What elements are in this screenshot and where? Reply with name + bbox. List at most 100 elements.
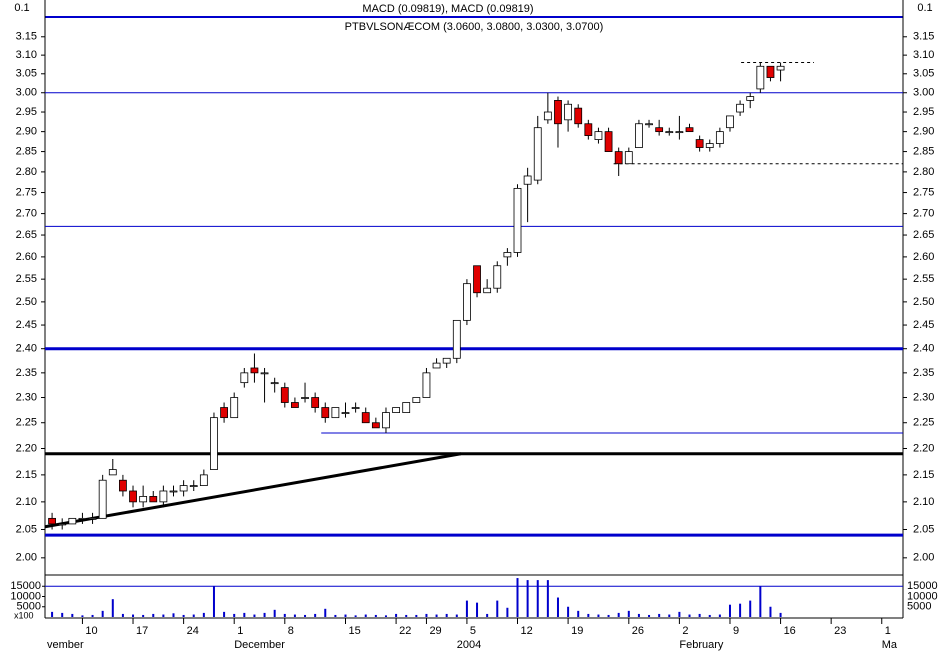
candle-body — [280, 387, 289, 403]
candle-body — [766, 65, 775, 78]
y-tick-label: 2.45 — [16, 319, 37, 331]
candle-body — [331, 407, 340, 419]
candle-body — [483, 287, 492, 294]
y-tick-label: 2.10 — [913, 496, 934, 508]
volume-bar — [637, 613, 640, 617]
candle-body — [665, 131, 674, 134]
x-tick-label: 17 — [136, 625, 148, 637]
volume-bar — [354, 615, 357, 617]
candle-body — [179, 485, 188, 492]
x-tick-label: 15 — [349, 625, 361, 637]
candle-body — [129, 490, 137, 503]
candle-body — [614, 151, 623, 165]
month-label: February — [679, 639, 724, 651]
candle-body — [220, 407, 228, 419]
volume-unit: x100 — [14, 610, 34, 620]
x-tick-label: 23 — [834, 625, 846, 637]
volume-bar — [769, 606, 772, 617]
y-tick-label: 2.75 — [913, 186, 934, 198]
y-tick-label: 2.60 — [913, 251, 934, 263]
volume-bar — [121, 613, 124, 617]
y-tick-label: 3.10 — [913, 49, 934, 61]
y-tick-label: 2.30 — [913, 391, 934, 403]
candle-body — [473, 265, 481, 294]
candle-body — [301, 397, 309, 399]
indicator-tick: 0.1 — [917, 2, 932, 14]
candle-body — [736, 103, 745, 113]
y-tick-label: 3.15 — [16, 31, 37, 43]
volume-bar — [304, 614, 307, 617]
x-tick-label: 12 — [521, 625, 533, 637]
y-tick-label: 2.55 — [16, 273, 37, 285]
volume-bar — [101, 610, 104, 617]
month-label: December — [234, 639, 285, 651]
volume-bar — [577, 610, 580, 617]
volume-bar — [749, 600, 752, 617]
candle-body — [58, 523, 67, 526]
candle-body — [715, 131, 724, 144]
candle-body — [88, 517, 97, 520]
volume-bar — [172, 613, 175, 617]
candle-body — [68, 517, 77, 525]
volume-tick-label: 5000 — [17, 601, 41, 613]
volume-bar — [617, 612, 620, 617]
candle-body — [574, 107, 583, 125]
candle-body — [270, 382, 279, 385]
candle-body — [108, 469, 117, 476]
volume-bar — [192, 614, 195, 617]
month-label: Ma — [882, 639, 898, 651]
x-tick-label: 9 — [733, 625, 739, 637]
volume-bar — [465, 600, 468, 617]
x-tick-label: 1 — [237, 625, 243, 637]
candle-body — [210, 417, 218, 470]
volume-bar — [283, 613, 286, 617]
indicator-tick: 0.1 — [14, 2, 29, 14]
y-tick-label: 2.75 — [16, 186, 37, 198]
candle-body — [371, 422, 380, 429]
volume-bar — [111, 599, 114, 617]
volume-bar — [718, 614, 721, 617]
y-tick-label: 2.05 — [16, 523, 37, 535]
y-tick-label: 2.20 — [913, 442, 934, 454]
candle-body — [675, 131, 684, 134]
candle-body — [321, 407, 330, 419]
y-tick-label: 2.40 — [16, 343, 37, 355]
volume-bar — [334, 614, 337, 617]
volume-bar — [728, 604, 731, 617]
x-tick-label: 22 — [399, 625, 411, 637]
y-tick-label: 2.35 — [16, 367, 37, 379]
candle-body — [351, 407, 360, 409]
candle-body — [604, 131, 613, 152]
volume-bar — [668, 614, 671, 617]
y-tick-label: 2.60 — [16, 251, 37, 263]
x-tick-label: 29 — [429, 625, 441, 637]
y-tick-label: 2.40 — [913, 343, 934, 355]
volume-bar — [688, 614, 691, 617]
y-tick-label: 2.20 — [16, 442, 37, 454]
month-label: 2004 — [457, 639, 481, 651]
candle-body — [402, 402, 411, 413]
volume-bar — [779, 612, 782, 617]
volume-bar — [597, 614, 600, 617]
volume-tick-label: 10000 — [10, 590, 41, 602]
candle-body — [635, 123, 643, 148]
volume-bar — [658, 613, 661, 617]
volume-bar — [536, 580, 539, 617]
chart-title: PTBVLSONÆCOM (3.0600, 3.0800, 3.0300, 3.… — [345, 21, 604, 33]
y-tick-label: 2.85 — [913, 145, 934, 157]
candle-body — [311, 397, 320, 408]
candle-body — [169, 490, 178, 493]
volume-bar — [395, 613, 398, 617]
y-tick-label: 2.90 — [16, 126, 37, 138]
candle-body — [695, 139, 704, 148]
y-tick-label: 2.10 — [16, 496, 37, 508]
volume-bar — [243, 612, 246, 617]
candle-body — [78, 517, 87, 520]
candle-body — [48, 517, 56, 525]
y-tick-label: 2.35 — [913, 367, 934, 379]
y-tick-label: 3.05 — [16, 68, 37, 80]
candle-body — [624, 151, 633, 165]
y-tick-label: 2.30 — [16, 391, 37, 403]
y-tick-label: 2.50 — [16, 296, 37, 308]
